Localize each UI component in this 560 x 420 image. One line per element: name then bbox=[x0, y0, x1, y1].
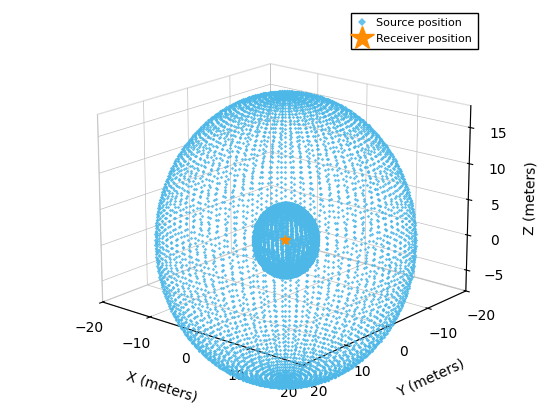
Y-axis label: Y (meters): Y (meters) bbox=[395, 356, 467, 399]
X-axis label: X (meters): X (meters) bbox=[125, 369, 199, 404]
Legend: Source position, Receiver position: Source position, Receiver position bbox=[351, 13, 478, 49]
